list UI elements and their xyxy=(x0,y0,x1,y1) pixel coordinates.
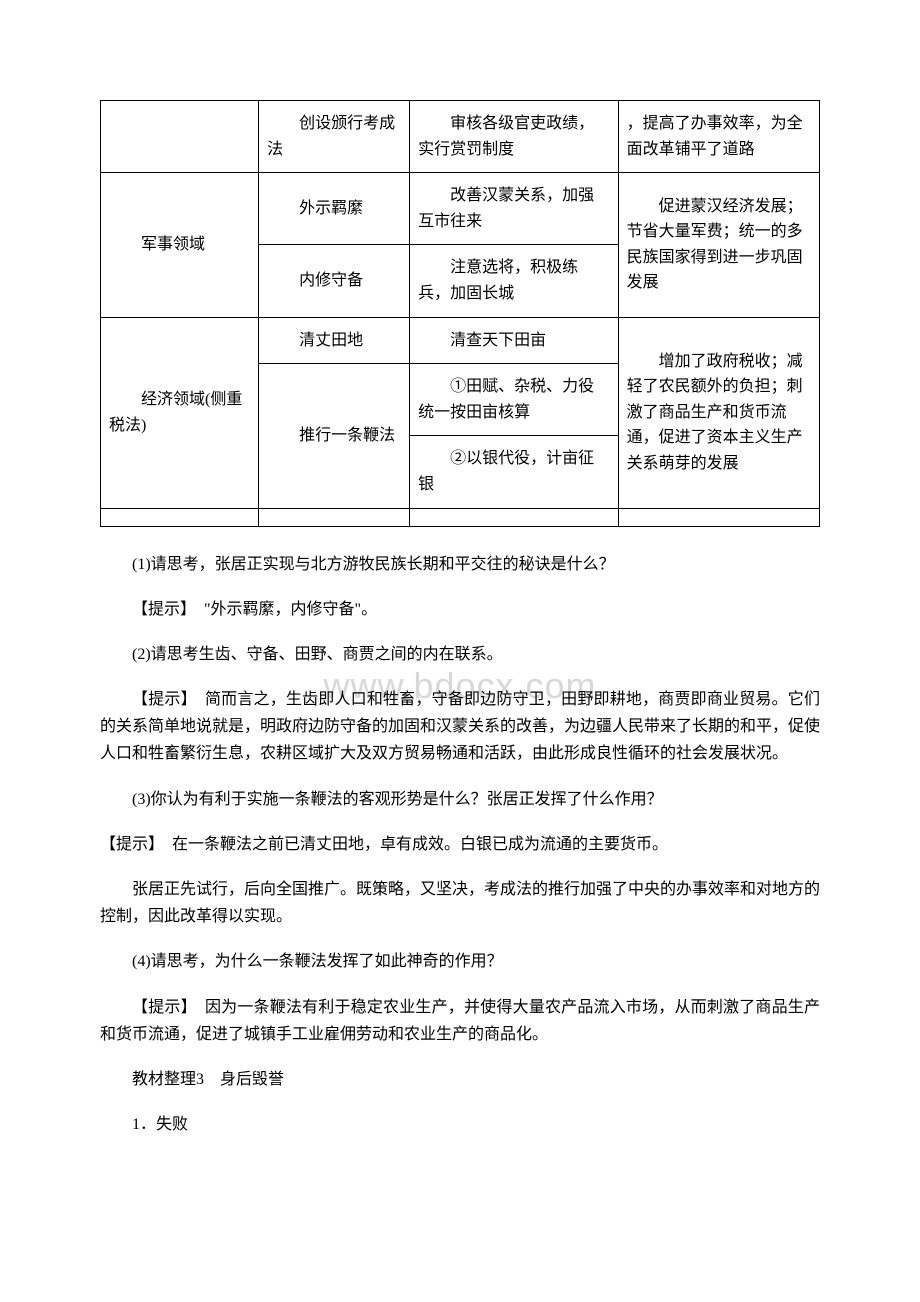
cell-content: 清查天下田亩 xyxy=(410,317,619,364)
cell-method: 创设颁行考成法 xyxy=(259,101,410,173)
answer-4: 【提示】 因为一条鞭法有利于稳定农业生产，并使得大量农产品流入市场，从而刺激了商… xyxy=(100,994,820,1048)
table-row: 创设颁行考成法 审核各级官吏政绩，实行赏罚制度 ，提高了办事效率，为全面改革铺平… xyxy=(101,101,820,173)
cell-domain-economy: 经济领域(侧重税法) xyxy=(101,317,259,508)
reform-table: 创设颁行考成法 审核各级官吏政绩，实行赏罚制度 ，提高了办事效率，为全面改革铺平… xyxy=(100,100,820,527)
cell-content: ②以银代役，计亩征银 xyxy=(410,436,619,508)
question-1: (1)请思考，张居正实现与北方游牧民族长期和平交往的秘诀是什么？ xyxy=(100,551,820,578)
section-heading: 教材整理3 身后毁誉 xyxy=(100,1066,820,1093)
question-2: (2)请思考生齿、守备、田野、商贾之间的内在联系。 xyxy=(100,641,820,668)
cell-content: 注意选将，积极练兵，加固长城 xyxy=(410,245,619,317)
answer-2: 【提示】 简而言之，生齿即人口和牲畜，守备即边防守卫，田野即耕地，商贾即商业贸易… xyxy=(100,686,820,768)
cell-empty xyxy=(259,508,410,526)
question-4: (4)请思考，为什么一条鞭法发挥了如此神奇的作用？ xyxy=(100,948,820,975)
cell-method: 内修守备 xyxy=(259,245,410,317)
cell-method: 外示羁縻 xyxy=(259,173,410,245)
document-content: 创设颁行考成法 审核各级官吏政绩，实行赏罚制度 ，提高了办事效率，为全面改革铺平… xyxy=(100,100,820,1138)
cell-empty xyxy=(410,508,619,526)
answer-3-part2: 张居正先试行，后向全国推广。既策略，又坚决，考成法的推行加强了中央的办事效率和对… xyxy=(100,876,820,930)
answer-3-part1: 【提示】 在一条鞭法之前已清丈田地，卓有成效。白银已成为流通的主要货币。 xyxy=(100,831,820,858)
cell-effect: ，提高了办事效率，为全面改革铺平了道路 xyxy=(618,101,819,173)
cell-effect: 增加了政府税收；减轻了农民额外的负担；刺激了商品生产和货币流通，促进了资本主义生… xyxy=(618,317,819,508)
cell-content: ①田赋、杂税、力役统一按田亩核算 xyxy=(410,364,619,436)
table-row: 军事领域 外示羁縻 改善汉蒙关系，加强互市往来 促进蒙汉经济发展；节省大量军费；… xyxy=(101,173,820,245)
cell-domain-military: 军事领域 xyxy=(101,173,259,317)
question-3: (3)你认为有利于实施一条鞭法的客观形势是什么？张居正发挥了什么作用？ xyxy=(100,786,820,813)
answer-1: 【提示】 "外示羁縻，内修守备"。 xyxy=(100,596,820,623)
table-row-empty xyxy=(101,508,820,526)
cell-content: 改善汉蒙关系，加强互市往来 xyxy=(410,173,619,245)
cell-empty xyxy=(101,101,259,173)
cell-empty xyxy=(618,508,819,526)
cell-method: 推行一条鞭法 xyxy=(259,364,410,508)
cell-empty xyxy=(101,508,259,526)
table-row: 经济领域(侧重税法) 清丈田地 清查天下田亩 增加了政府税收；减轻了农民额外的负… xyxy=(101,317,820,364)
cell-effect: 促进蒙汉经济发展；节省大量军费；统一的多民族国家得到进一步巩固发展 xyxy=(618,173,819,317)
cell-content: 审核各级官吏政绩，实行赏罚制度 xyxy=(410,101,619,173)
cell-method: 清丈田地 xyxy=(259,317,410,364)
sub-item: 1．失败 xyxy=(100,1111,820,1138)
